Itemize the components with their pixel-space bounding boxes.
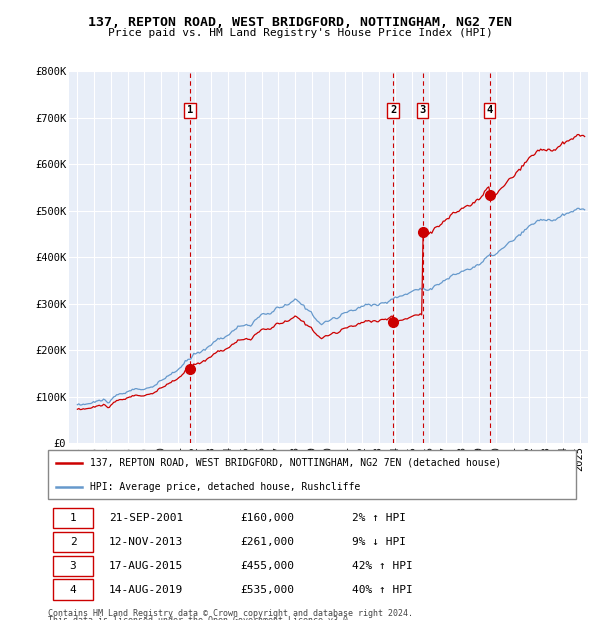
Text: 2: 2 bbox=[70, 537, 76, 547]
Text: Price paid vs. HM Land Registry's House Price Index (HPI): Price paid vs. HM Land Registry's House … bbox=[107, 28, 493, 38]
Text: 1: 1 bbox=[70, 513, 76, 523]
Text: 2% ↑ HPI: 2% ↑ HPI bbox=[352, 513, 406, 523]
Bar bbox=[53, 531, 93, 552]
Text: 3: 3 bbox=[419, 105, 426, 115]
Text: 42% ↑ HPI: 42% ↑ HPI bbox=[352, 561, 412, 571]
Text: £535,000: £535,000 bbox=[241, 585, 295, 595]
Text: £455,000: £455,000 bbox=[241, 561, 295, 571]
Text: 4: 4 bbox=[487, 105, 493, 115]
Text: 4: 4 bbox=[70, 585, 76, 595]
Text: 40% ↑ HPI: 40% ↑ HPI bbox=[352, 585, 412, 595]
Text: 137, REPTON ROAD, WEST BRIDGFORD, NOTTINGHAM, NG2 7EN (detached house): 137, REPTON ROAD, WEST BRIDGFORD, NOTTIN… bbox=[90, 458, 502, 468]
Text: 1: 1 bbox=[187, 105, 193, 115]
Text: £160,000: £160,000 bbox=[241, 513, 295, 523]
Text: £261,000: £261,000 bbox=[241, 537, 295, 547]
Text: 17-AUG-2015: 17-AUG-2015 bbox=[109, 561, 183, 571]
Bar bbox=[53, 556, 93, 577]
Text: This data is licensed under the Open Government Licence v3.0.: This data is licensed under the Open Gov… bbox=[48, 616, 353, 620]
Text: 137, REPTON ROAD, WEST BRIDGFORD, NOTTINGHAM, NG2 7EN: 137, REPTON ROAD, WEST BRIDGFORD, NOTTIN… bbox=[88, 16, 512, 29]
Text: 3: 3 bbox=[70, 561, 76, 571]
Text: 9% ↓ HPI: 9% ↓ HPI bbox=[352, 537, 406, 547]
Text: HPI: Average price, detached house, Rushcliffe: HPI: Average price, detached house, Rush… bbox=[90, 482, 361, 492]
Text: Contains HM Land Registry data © Crown copyright and database right 2024.: Contains HM Land Registry data © Crown c… bbox=[48, 609, 413, 618]
Text: 14-AUG-2019: 14-AUG-2019 bbox=[109, 585, 183, 595]
Text: 21-SEP-2001: 21-SEP-2001 bbox=[109, 513, 183, 523]
Text: 2: 2 bbox=[390, 105, 396, 115]
Bar bbox=[53, 508, 93, 528]
Bar bbox=[53, 580, 93, 600]
Text: 12-NOV-2013: 12-NOV-2013 bbox=[109, 537, 183, 547]
